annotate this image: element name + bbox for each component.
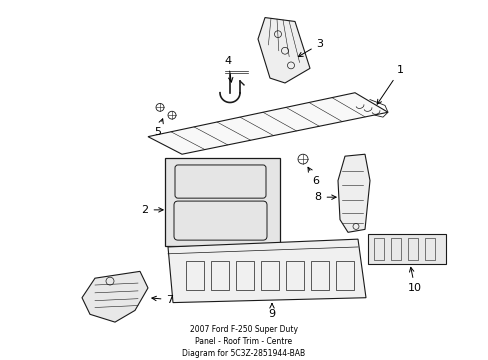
Text: 2: 2 [141,205,163,215]
Text: 10: 10 [407,267,421,293]
Polygon shape [258,18,309,83]
Text: 4: 4 [224,55,232,82]
Text: 5: 5 [154,119,163,137]
Text: 9: 9 [268,303,275,319]
Text: 1: 1 [376,65,403,104]
Text: 7: 7 [152,295,173,305]
Text: 2007 Ford F-250 Super Duty
Panel - Roof Trim - Centre
Diagram for 5C3Z-2851944-B: 2007 Ford F-250 Super Duty Panel - Roof … [182,325,305,358]
FancyBboxPatch shape [367,234,445,264]
Polygon shape [337,154,369,232]
Text: 6: 6 [307,167,319,186]
Text: 3: 3 [298,39,323,57]
Polygon shape [168,239,365,303]
FancyBboxPatch shape [164,158,280,246]
Polygon shape [82,271,148,322]
Polygon shape [148,93,387,154]
Text: 8: 8 [314,192,335,202]
